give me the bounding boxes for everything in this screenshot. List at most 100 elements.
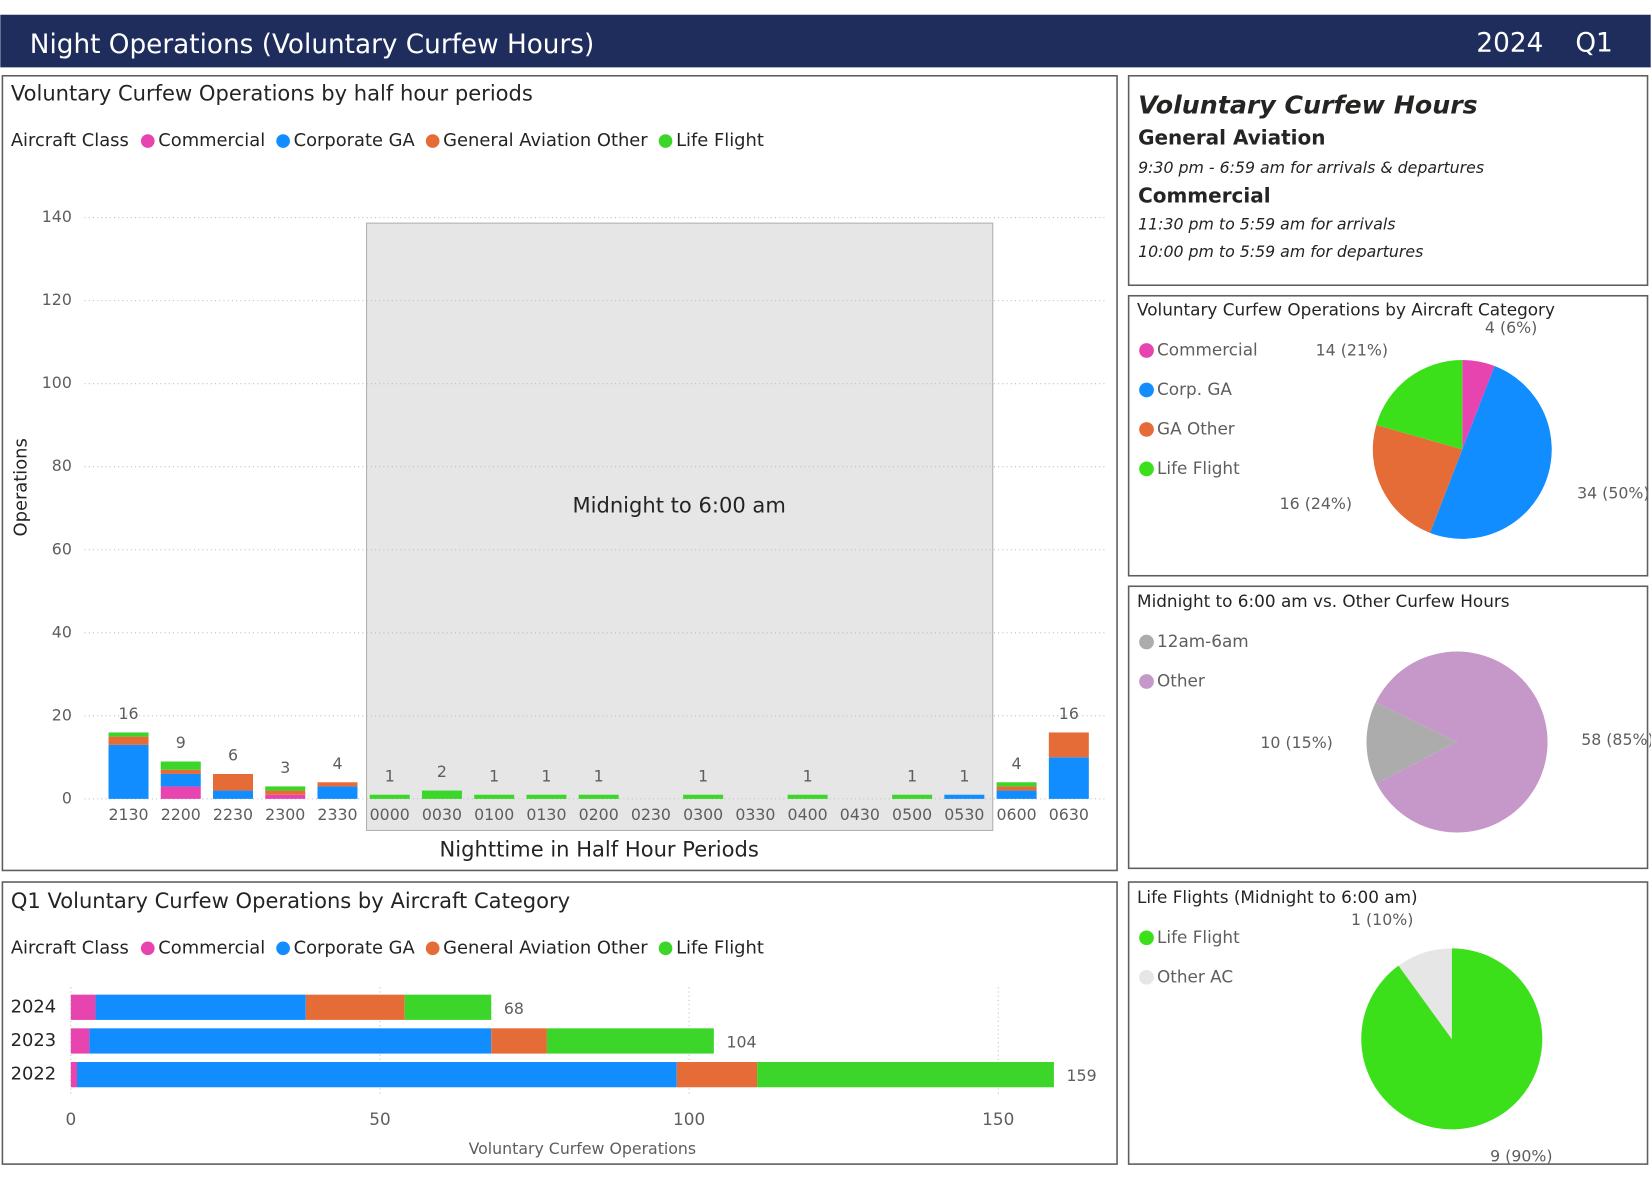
- info-line: 10:00 pm to 5:59 am for departures: [1138, 242, 1423, 261]
- chart-title: Q1 Voluntary Curfew Operations by Aircra…: [11, 888, 570, 913]
- legend-label: Life Flight: [676, 130, 764, 151]
- bar-segment: [160, 786, 201, 799]
- total-label: 1: [803, 766, 813, 785]
- slice-label: 16 (24%): [1280, 494, 1352, 513]
- header-quarter: Q1: [1575, 29, 1612, 59]
- x-tick-label: 150: [982, 1109, 1014, 1129]
- bar-segment: [213, 790, 254, 799]
- legend-label: Commercial: [158, 130, 265, 151]
- legend-label: Life Flight: [676, 937, 764, 958]
- x-axis-title: Voluntary Curfew Operations: [469, 1139, 697, 1158]
- total-label: 2: [437, 762, 447, 781]
- pie-slice: [1366, 702, 1458, 784]
- total-label: 16: [118, 704, 138, 723]
- y-tick-label: 60: [52, 539, 72, 558]
- slice-label: 10 (15%): [1260, 733, 1332, 752]
- x-axis-title: Nighttime in Half Hour Periods: [440, 836, 759, 861]
- bar-segment: [996, 786, 1037, 791]
- bar-segment: [404, 994, 492, 1020]
- x-tick-label: 0500: [892, 805, 932, 824]
- y-tick-label: 140: [42, 207, 72, 226]
- x-tick-label: 0300: [683, 805, 723, 824]
- legend-marker: [140, 941, 155, 956]
- header-bar: [0, 14, 1651, 68]
- pie-slice: [1398, 948, 1452, 1039]
- total-label: 1: [489, 766, 499, 785]
- x-tick-label: 0000: [370, 805, 410, 824]
- bar-segment: [305, 994, 405, 1020]
- total-label: 104: [726, 1033, 756, 1052]
- legend-marker: [140, 134, 155, 148]
- legend-marker: [1139, 674, 1154, 689]
- x-tick-label: 0200: [579, 805, 619, 824]
- legend-marker: [1139, 461, 1154, 477]
- legend-marker: [1139, 343, 1154, 358]
- legend-label: General Aviation Other: [443, 937, 648, 958]
- y-tick-label: 120: [42, 290, 72, 309]
- legend-marker: [276, 134, 290, 148]
- bar-segment: [265, 794, 306, 799]
- bar-segment: [546, 1028, 714, 1054]
- bar-segment: [578, 794, 619, 799]
- x-tick-label: 2230: [213, 805, 253, 824]
- bar-segment: [160, 761, 201, 770]
- total-label: 1: [959, 766, 969, 785]
- bar-segment: [108, 744, 149, 799]
- total-label: 1: [594, 766, 604, 785]
- info-heading: General Aviation: [1138, 125, 1325, 149]
- pie-slice: [1429, 366, 1552, 539]
- y-tick-label: 2022: [11, 1064, 57, 1085]
- y-tick-label: 2023: [11, 1030, 57, 1051]
- total-label: 9: [176, 733, 186, 752]
- total-label: 68: [504, 999, 524, 1018]
- legend-label: Other: [1157, 671, 1205, 691]
- slice-label: 14 (21%): [1316, 341, 1388, 360]
- y-tick-label: 80: [52, 456, 72, 475]
- bar-segment: [996, 782, 1037, 787]
- bar-segment: [160, 769, 201, 774]
- legend-label: Commercial: [158, 937, 265, 958]
- slice-label: 58 (85%): [1581, 730, 1651, 749]
- legend-marker: [425, 941, 440, 956]
- bar-segment: [77, 1062, 677, 1088]
- chart-title: Midnight to 6:00 am vs. Other Curfew Hou…: [1137, 591, 1510, 611]
- legend-label: Life Flight: [1157, 458, 1240, 478]
- total-label: 4: [332, 754, 342, 773]
- panel: [1127, 74, 1649, 287]
- y-tick-label: 100: [42, 373, 72, 392]
- total-label: 6: [228, 746, 238, 765]
- bar-segment: [160, 773, 201, 787]
- x-tick-label: 2200: [161, 805, 201, 824]
- bar-segment: [892, 794, 933, 799]
- slice-label: 9 (90%): [1490, 1146, 1552, 1165]
- total-label: 1: [385, 766, 395, 785]
- bar-segment: [70, 1062, 78, 1088]
- legend-label: Commercial: [1157, 339, 1258, 359]
- bar-segment: [944, 794, 985, 799]
- legend-label: Corporate GA: [294, 937, 416, 958]
- header-year: 2024: [1476, 29, 1543, 59]
- total-label: 1: [698, 766, 708, 785]
- x-tick-label: 0230: [631, 805, 671, 824]
- legend-marker: [1139, 969, 1154, 985]
- legend-label: General Aviation Other: [443, 130, 648, 151]
- bar-segment: [1048, 757, 1089, 799]
- pie-slice: [1462, 359, 1495, 450]
- bar-segment: [108, 732, 149, 737]
- x-tick-label: 0530: [944, 805, 984, 824]
- legend-label: Other AC: [1157, 966, 1233, 986]
- pie-slice: [1376, 359, 1463, 450]
- x-tick-label: 0430: [840, 805, 880, 824]
- x-tick-label: 0130: [526, 805, 566, 824]
- slice-label: 1 (10%): [1351, 910, 1413, 929]
- bar-segment: [491, 1028, 547, 1054]
- legend-title: Aircraft Class: [11, 130, 129, 151]
- legend-marker: [658, 941, 673, 956]
- info-line: 9:30 pm - 6:59 am for arrivals & departu…: [1138, 158, 1484, 177]
- legend-marker: [1139, 634, 1154, 650]
- x-tick-label: 0330: [735, 805, 775, 824]
- bar-segment: [474, 794, 515, 799]
- pie-slice: [1361, 948, 1543, 1130]
- bar-segment: [265, 786, 306, 791]
- bar-segment: [996, 790, 1037, 799]
